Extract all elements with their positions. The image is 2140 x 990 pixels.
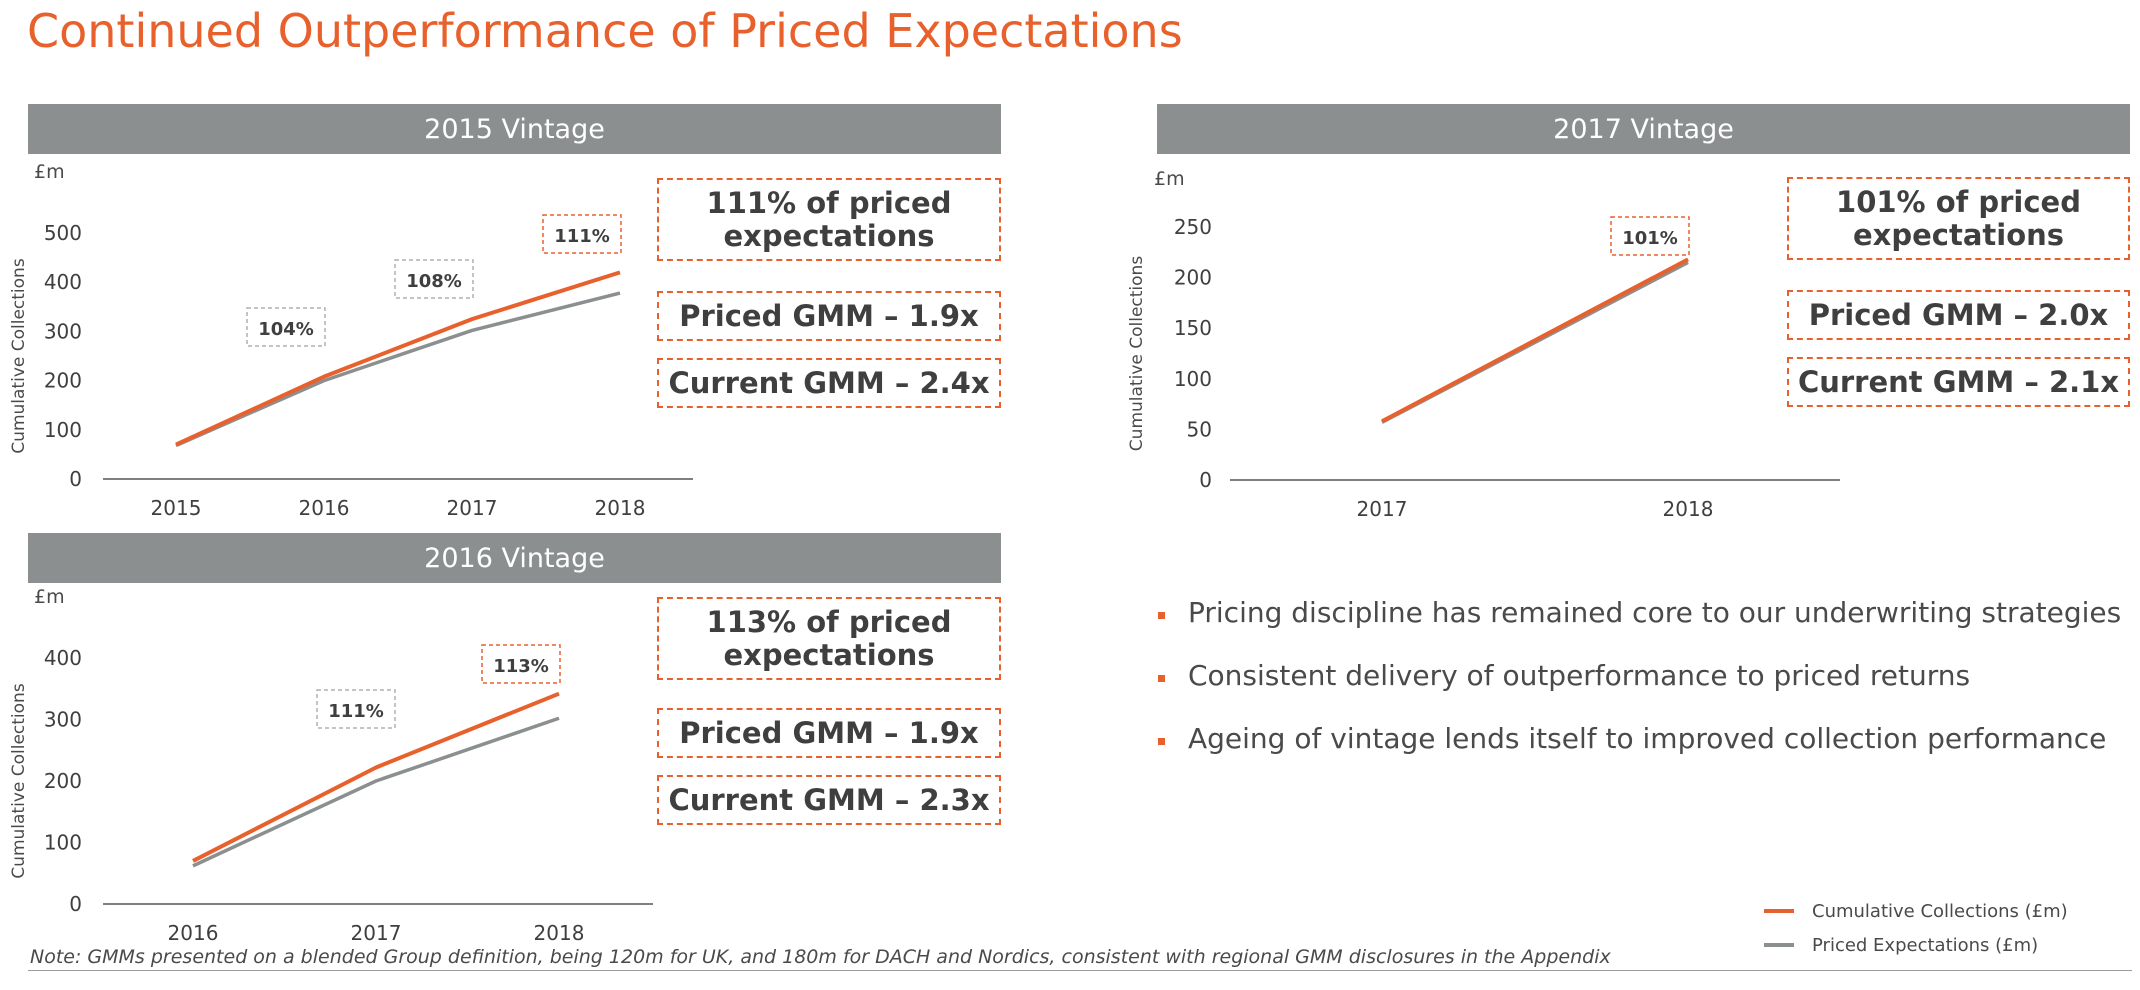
unit-label: £m — [34, 586, 65, 608]
box-priced-gmm-2016: Priced GMM – 1.9x — [657, 708, 1001, 758]
x-tick-label: 2015 — [151, 496, 202, 520]
y-tick-label: 250 — [1174, 215, 1212, 239]
footnote-divider — [28, 970, 2132, 971]
bullet-item: Consistent delivery of outperformance to… — [1158, 659, 2121, 722]
x-tick-label: 2018 — [534, 921, 585, 945]
y-tick-label: 200 — [44, 369, 82, 393]
bullet-item: Ageing of vintage lends itself to improv… — [1158, 722, 2121, 785]
y-tick-label: 50 — [1187, 417, 1212, 441]
annotation-box — [1610, 216, 1690, 256]
bullet-item: Pricing discipline has remained core to … — [1158, 596, 2121, 659]
chart-2017-vintage: £m Cumulative Collections 0 50 100 150 200 250 2… — [1127, 168, 1840, 521]
legend-swatch-expectations — [1764, 943, 1794, 947]
unit-label: £m — [1154, 168, 1185, 190]
box-expectations-2016: 113% of priced expectations — [657, 597, 1001, 680]
y-tick-label: 0 — [1199, 468, 1212, 492]
x-tick-label: 2017 — [351, 921, 402, 945]
annotation-box — [481, 644, 561, 684]
chart-2016-vintage: £m Cumulative Collections 0 100 200 300 400 201… — [9, 586, 653, 945]
series-line-cumulative-collections — [175, 270, 621, 447]
chart-legend: Cumulative Collections (£m) Priced Expec… — [1764, 894, 2068, 962]
box-priced-gmm-2015: Priced GMM – 1.9x — [657, 291, 1001, 341]
page-title: Continued Outperformance of Priced Expec… — [27, 4, 1183, 58]
annotation-label: 111% — [328, 701, 384, 722]
panel-header-2016: 2016 Vintage — [28, 533, 1001, 583]
y-tick-label: 400 — [44, 646, 82, 670]
y-tick-label: 200 — [44, 769, 82, 793]
legend-swatch-collections — [1764, 909, 1794, 913]
x-tick-label: 2016 — [299, 496, 350, 520]
legend-item-expectations: Priced Expectations (£m) — [1764, 928, 2068, 962]
legend-label-expectations: Priced Expectations (£m) — [1812, 934, 2039, 956]
y-axis-title: Cumulative Collections — [9, 683, 29, 879]
chart-2015-vintage: £m Cumulative Collections 0 100 200 300 400 500… — [9, 161, 693, 520]
annotation-label: 101% — [1622, 228, 1678, 249]
legend-item-collections: Cumulative Collections (£m) — [1764, 894, 2068, 928]
x-tick-label: 2017 — [1357, 497, 1408, 521]
annotation-label: 104% — [258, 319, 314, 340]
y-tick-label: 0 — [69, 892, 82, 916]
y-tick-label: 400 — [44, 270, 82, 294]
x-tick-label: 2018 — [1663, 497, 1714, 521]
series-line-priced-expectations — [192, 716, 560, 868]
y-axis-title: Cumulative Collections — [9, 258, 29, 454]
annotation-box — [394, 259, 474, 299]
y-tick-label: 200 — [1174, 266, 1212, 290]
y-tick-label: 100 — [1174, 367, 1212, 391]
panel-header-2017: 2017 Vintage — [1157, 104, 2130, 154]
annotation-label: 108% — [406, 271, 462, 292]
legend-label-collections: Cumulative Collections (£m) — [1812, 900, 2068, 922]
annotation-label: 111% — [554, 226, 610, 247]
panel-header-2015: 2015 Vintage — [28, 104, 1001, 154]
box-expectations-2017: 101% of priced expectations — [1787, 177, 2130, 260]
x-tick-label: 2017 — [447, 496, 498, 520]
series-line-cumulative-collections — [1381, 257, 1689, 424]
y-axis-title: Cumulative Collections — [1127, 256, 1147, 452]
y-tick-label: 100 — [44, 831, 82, 855]
x-tick-label: 2016 — [168, 921, 219, 945]
y-tick-label: 150 — [1174, 316, 1212, 340]
series-line-priced-expectations — [175, 291, 621, 448]
footnote: Note: GMMs presented on a blended Group … — [30, 946, 1611, 968]
y-tick-label: 100 — [44, 418, 82, 442]
box-priced-gmm-2017: Priced GMM – 2.0x — [1787, 290, 2130, 340]
box-expectations-2015: 111% of priced expectations — [657, 178, 1001, 261]
box-current-gmm-2015: Current GMM – 2.4x — [657, 358, 1001, 408]
key-points-list: Pricing discipline has remained core to … — [1158, 596, 2121, 785]
annotation-box — [246, 307, 326, 347]
y-tick-label: 500 — [44, 221, 82, 245]
unit-label: £m — [34, 161, 65, 183]
box-current-gmm-2016: Current GMM – 2.3x — [657, 775, 1001, 825]
box-current-gmm-2017: Current GMM – 2.1x — [1787, 357, 2130, 407]
y-tick-label: 300 — [44, 319, 82, 343]
y-tick-label: 300 — [44, 708, 82, 732]
annotation-label: 113% — [493, 656, 549, 677]
series-line-cumulative-collections — [192, 691, 560, 863]
annotation-box — [542, 214, 622, 254]
x-tick-label: 2018 — [595, 496, 646, 520]
y-tick-label: 0 — [69, 467, 82, 491]
annotation-box — [316, 689, 396, 729]
